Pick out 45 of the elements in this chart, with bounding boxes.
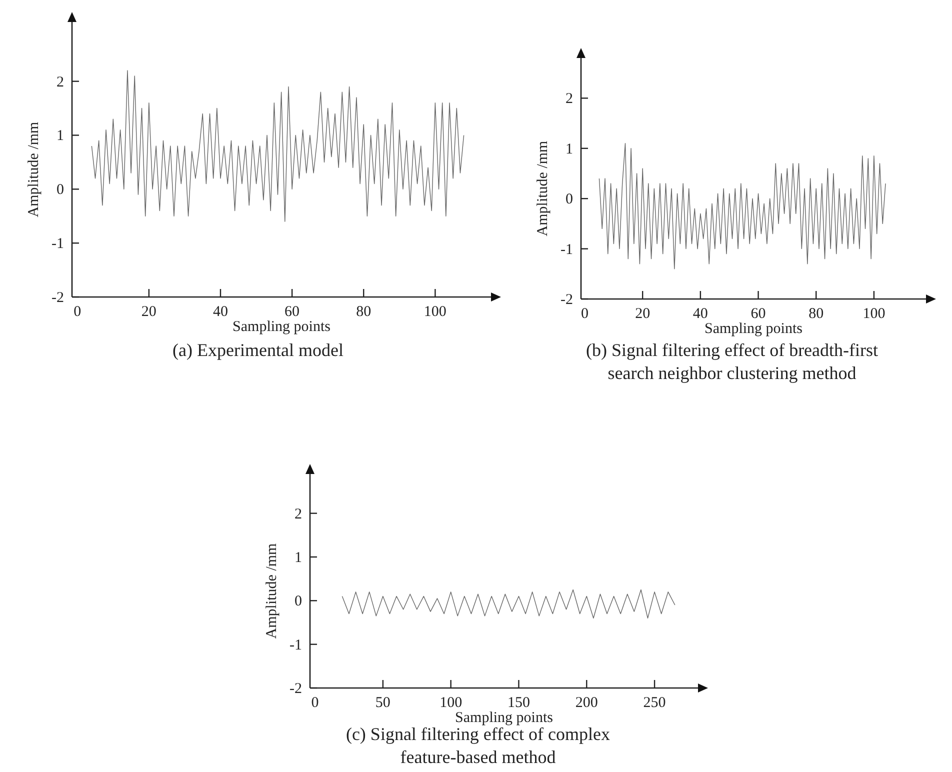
x-tick-label: 150	[507, 695, 530, 711]
x-tick-label: 250	[643, 695, 666, 711]
y-tick-label: 0	[566, 192, 573, 208]
text: (c) Signal filtering effect of complex feature-based method	[346, 724, 610, 767]
y-tick-label: -1	[52, 236, 64, 252]
y-axis-title: Amplitude /mm	[535, 140, 551, 236]
y-axis-title: Amplitude /mm	[264, 542, 280, 639]
x-tick-label: 60	[750, 306, 766, 322]
x-tick-label: 80	[356, 304, 372, 320]
x-axis-title: Sampling points	[232, 319, 331, 335]
x-tick-label: 100	[440, 695, 462, 711]
line-series	[342, 589, 676, 618]
text: (b) Signal filtering effect of breadth-first search neighbor clustering method	[586, 340, 878, 383]
y-tick-label: 0	[294, 594, 302, 610]
line-series	[91, 70, 464, 222]
x-tick-label: 20	[141, 304, 156, 320]
x-tick-label: 0	[74, 304, 82, 320]
y-tick-label: 1	[566, 141, 573, 158]
x-tick-label: 0	[581, 306, 589, 322]
y-tick-label: 2	[566, 91, 573, 108]
x-tick-label: 60	[284, 304, 300, 320]
y-tick-label: -2	[560, 292, 573, 308]
y-tick-label: -1	[560, 242, 573, 258]
y-tick-label: -2	[52, 290, 64, 306]
y-tick-label: 1	[294, 550, 302, 566]
y-axis-title: Amplitude /mm	[26, 121, 42, 218]
x-tick-label: 20	[635, 306, 650, 322]
x-tick-label: 50	[375, 695, 390, 711]
x-tick-label: 80	[808, 306, 824, 322]
y-tick-label: -1	[290, 637, 302, 654]
text: (a) Experimental model	[172, 340, 344, 360]
x-tick-label: 0	[311, 695, 319, 711]
x-axis-title: Sampling points	[455, 710, 554, 726]
y-tick-label: 1	[56, 128, 64, 144]
y-tick-label: 0	[56, 182, 64, 198]
x-tick-label: 100	[862, 306, 886, 322]
line-series	[598, 143, 886, 270]
y-tick-label: 2	[294, 506, 302, 522]
y-tick-label: -2	[290, 681, 302, 697]
x-tick-label: 40	[212, 304, 228, 320]
x-tick-label: 200	[575, 695, 598, 711]
y-tick-label: 2	[56, 74, 64, 90]
x-axis-title: Sampling points	[704, 321, 803, 337]
x-tick-label: 40	[692, 306, 708, 322]
x-tick-label: 100	[424, 304, 446, 320]
